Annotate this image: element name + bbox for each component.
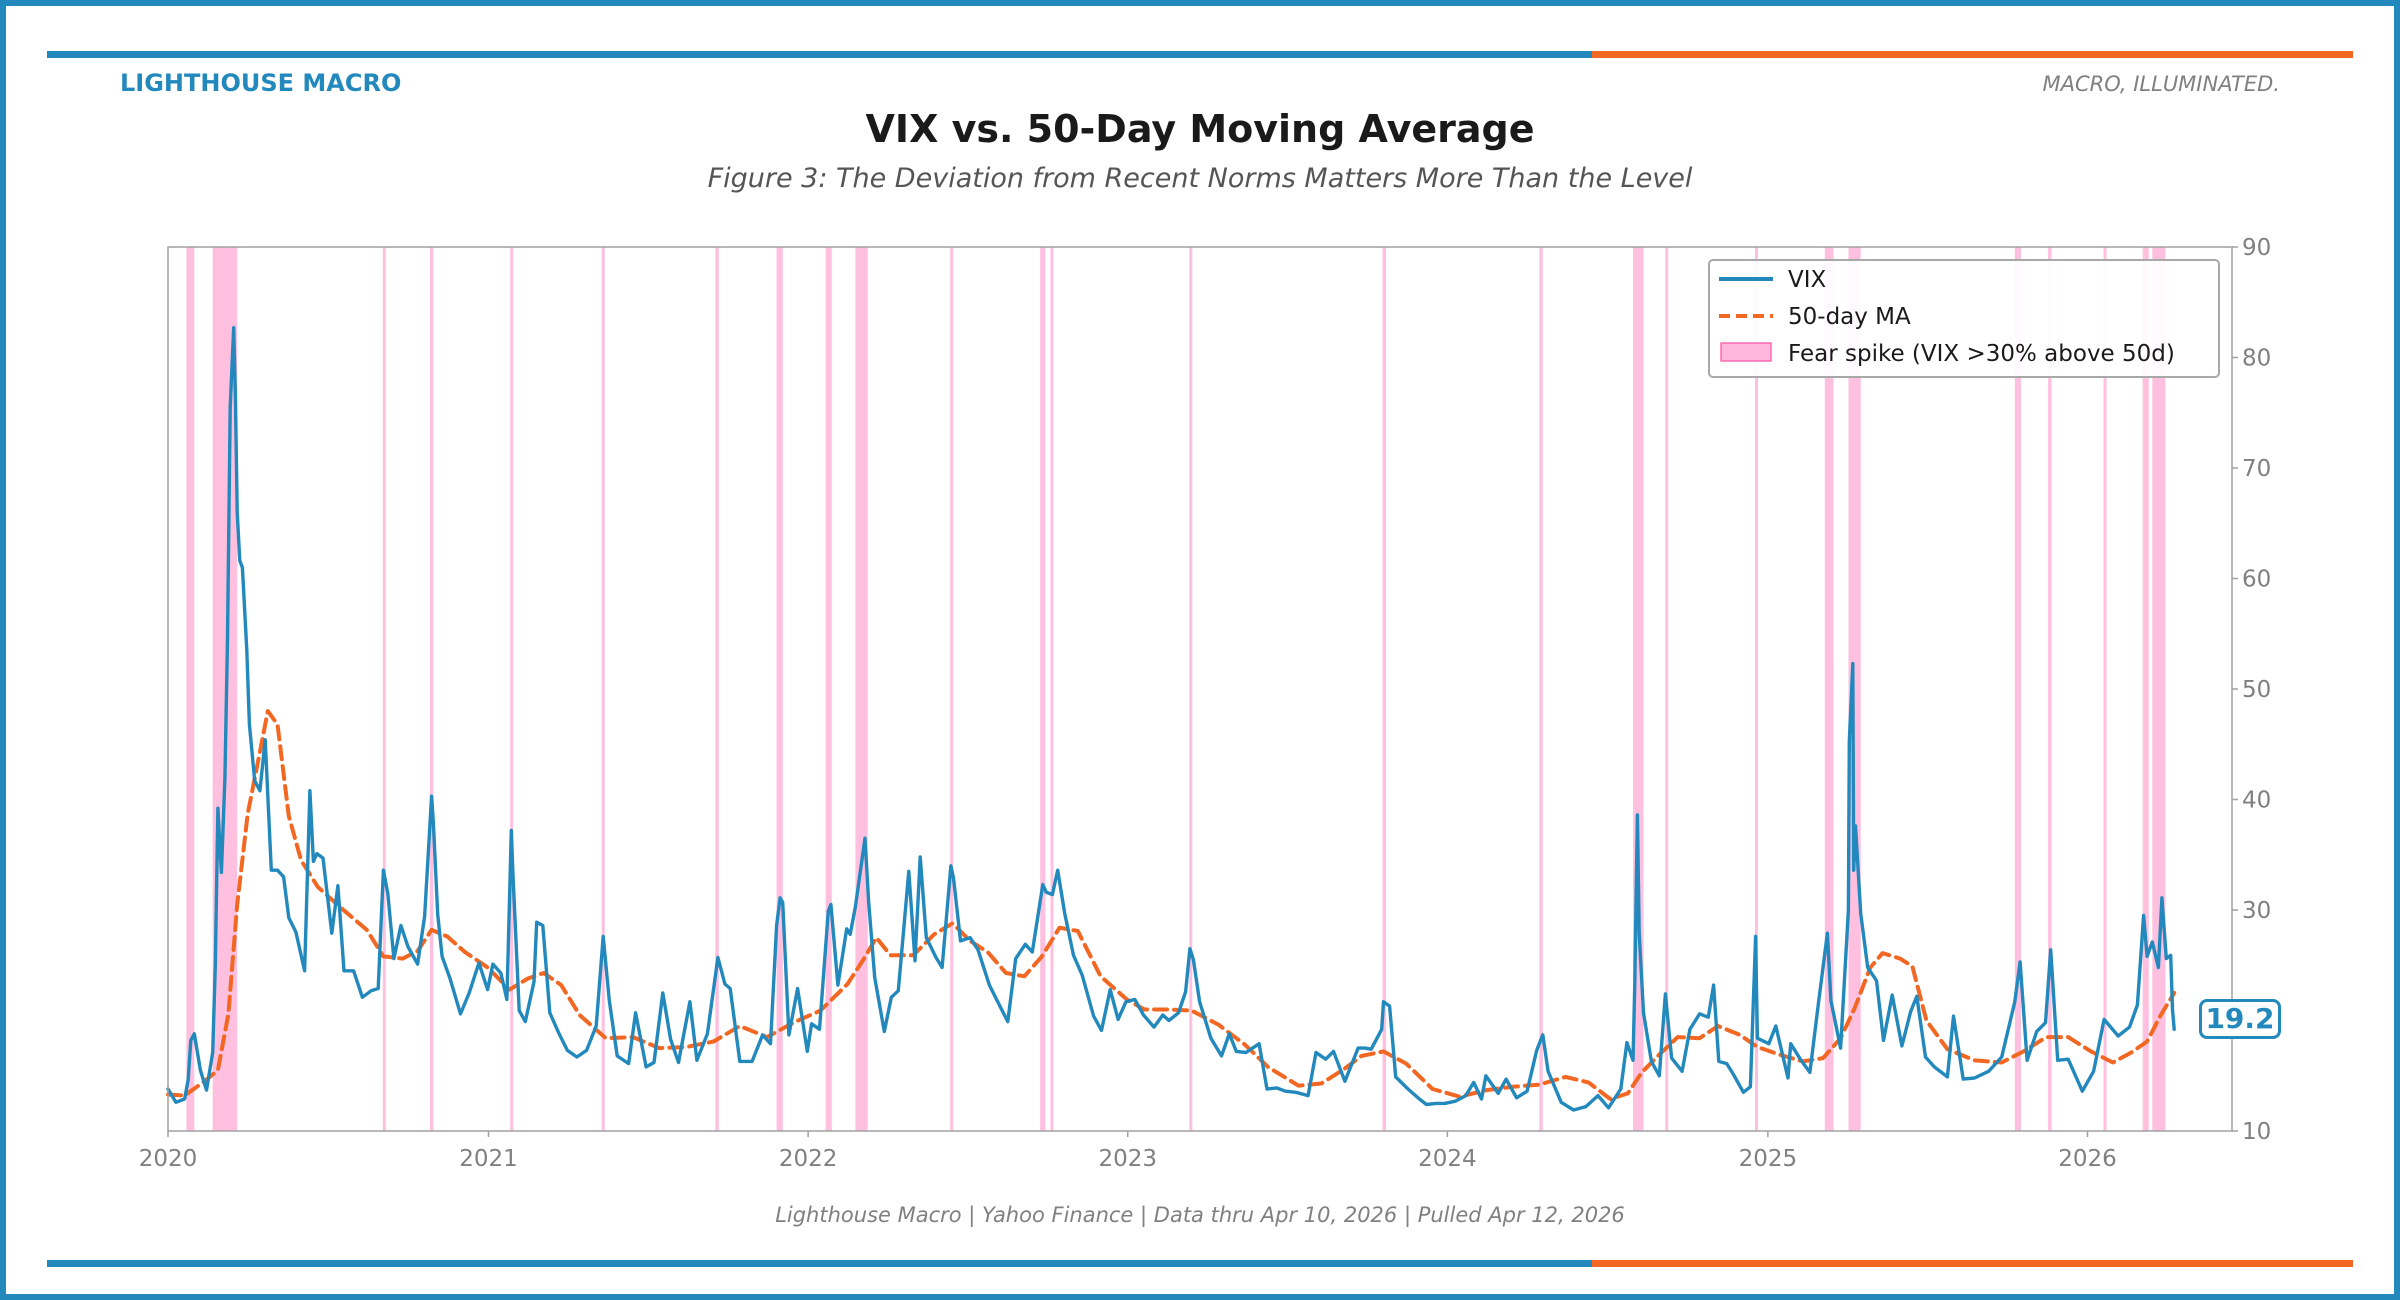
fear-spike-band — [1050, 247, 1054, 1131]
y-tick-label: 70 — [2242, 456, 2271, 482]
y-tick-label: 40 — [2242, 788, 2271, 814]
plot-area — [166, 246, 2233, 1132]
x-tick-label: 2020 — [139, 1146, 198, 1172]
x-axis: 2020 2021 2022 2023 2024 2025 2026 — [139, 1131, 2117, 1172]
fear-spike-band — [1824, 247, 1834, 1131]
legend-box — [1708, 259, 2220, 378]
plot-background — [168, 247, 2232, 1131]
fear-spike-band — [510, 247, 514, 1131]
fear-spike-band — [776, 247, 783, 1131]
fear-spike-band — [1189, 247, 1193, 1131]
fear-spike-band — [2048, 247, 2052, 1131]
fear-spike-band — [2014, 247, 2021, 1131]
legend: VIX 50-day MA Fear spike (VIX >30% above… — [1708, 259, 2220, 378]
x-tick-label: 2023 — [1098, 1146, 1157, 1172]
ma50-line — [166, 709, 2177, 1101]
x-tick-label: 2024 — [1418, 1146, 1477, 1172]
fear-spike-band — [855, 247, 868, 1131]
bottom-accent-bar-blue — [47, 1260, 1592, 1267]
y-tick-label: 50 — [2242, 677, 2271, 703]
y-tick-label: 90 — [2242, 235, 2271, 261]
fear-spike-band — [186, 247, 195, 1131]
fear-spike-band — [2152, 247, 2166, 1131]
fear-spike-band — [601, 247, 605, 1131]
fear-spike-band — [950, 247, 954, 1131]
y-axis: 10 30 40 50 60 70 80 90 — [2232, 235, 2271, 1145]
ma-series-layer — [166, 709, 2177, 1101]
fear-spike-band — [1539, 247, 1543, 1131]
fear-spike-band — [1633, 247, 1644, 1131]
legend-spike-label: Fear spike (VIX >30% above 50d) — [1788, 341, 2175, 367]
legend-vix-label: VIX — [1788, 267, 1827, 293]
brand-label: LIGHTHOUSE MACRO — [120, 69, 401, 97]
bottom-accent-bar-orange — [1592, 1260, 2353, 1267]
x-tick-label: 2025 — [1739, 1146, 1798, 1172]
y-tick-label: 30 — [2242, 898, 2271, 924]
fear-spike-band — [382, 247, 386, 1131]
fear-spike-band — [1382, 247, 1387, 1131]
chart-subtitle: Figure 3: The Deviation from Recent Norm… — [708, 163, 1693, 194]
fear-spike-band — [2103, 247, 2107, 1131]
x-tick-label: 2022 — [779, 1146, 838, 1172]
fear-spike-band — [1665, 247, 1669, 1131]
brand-tagline: MACRO, ILLUMINATED. — [2042, 72, 2280, 96]
fear-spike-band — [825, 247, 832, 1131]
top-accent-bar-orange — [1592, 51, 2353, 58]
top-accent-bar-blue — [47, 51, 1592, 58]
legend-spike-swatch — [1720, 342, 1772, 362]
legend-ma-label: 50-day MA — [1788, 304, 1911, 330]
fear-spike-bands — [186, 247, 2166, 1131]
chart-title: VIX vs. 50-Day Moving Average — [866, 107, 1535, 151]
vix-line — [166, 326, 2176, 1112]
source-footer: Lighthouse Macro | Yahoo Finance | Data … — [775, 1203, 1625, 1228]
y-tick-label: 80 — [2242, 346, 2271, 372]
y-tick-label: 10 — [2242, 1119, 2271, 1145]
fear-spike-band — [1755, 247, 1759, 1131]
fear-spike-band — [715, 247, 719, 1131]
fear-spike-band — [1040, 247, 1046, 1131]
x-tick-label: 2026 — [2058, 1146, 2117, 1172]
x-tick-label: 2021 — [459, 1146, 518, 1172]
y-tick-label: 60 — [2242, 567, 2271, 593]
fear-spike-band — [429, 247, 434, 1131]
fear-spike-band — [2142, 247, 2149, 1131]
vix-series-layer — [166, 326, 2176, 1112]
latest-value-badge: 19.2 — [2199, 999, 2281, 1039]
